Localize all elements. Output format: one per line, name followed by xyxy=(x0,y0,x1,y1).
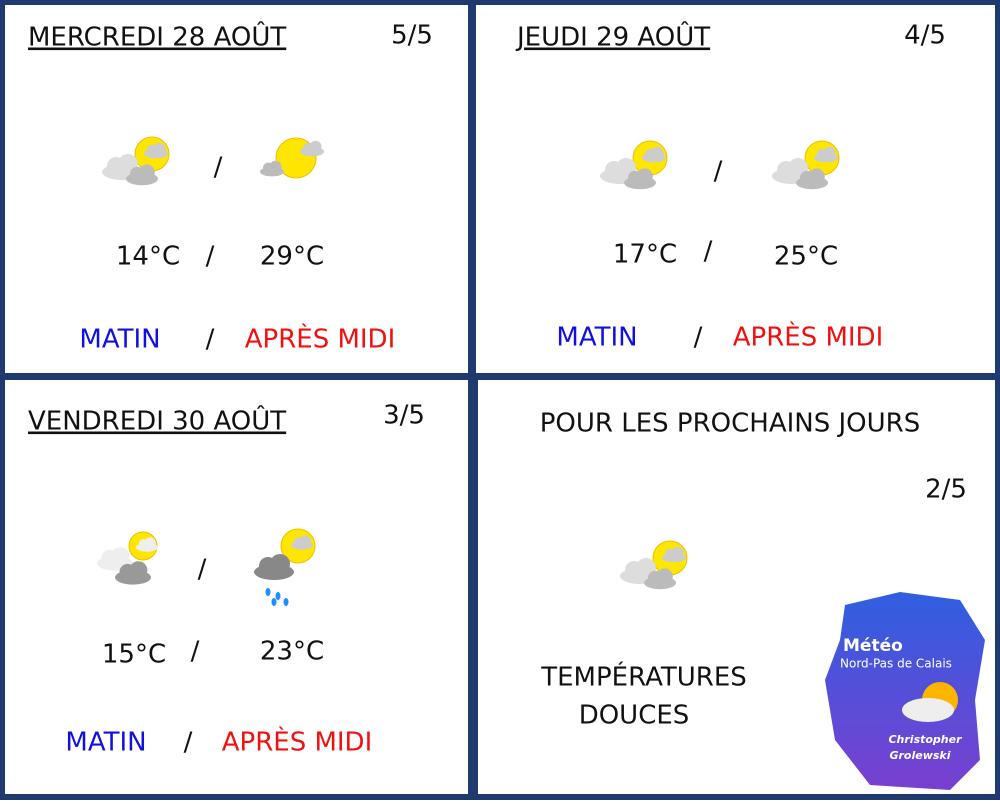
logo-cloud xyxy=(902,698,954,722)
panel xyxy=(476,5,995,373)
morning-label: MATIN xyxy=(556,323,637,353)
separator: / xyxy=(694,323,703,353)
logo-region: Nord-Pas de Calais xyxy=(840,657,952,671)
afternoon-temp: 23°C xyxy=(260,637,324,667)
outlook-title: POUR LES PROCHAINS JOURS xyxy=(540,409,921,439)
separator: / xyxy=(191,637,200,667)
cloud xyxy=(269,160,282,173)
logo-map xyxy=(825,592,985,790)
cloud xyxy=(651,146,664,159)
cloud xyxy=(299,535,311,547)
logo-author: Grolewski xyxy=(889,749,950,762)
morning-temp: 14°C xyxy=(116,242,180,272)
morning-temp: 17°C xyxy=(613,240,677,270)
separator: / xyxy=(198,555,207,585)
separator: / xyxy=(206,242,215,272)
separator: / xyxy=(704,237,713,267)
afternoon-temp: 25°C xyxy=(774,242,838,272)
morning-temp: 15°C xyxy=(102,640,166,670)
rating: 4/5 xyxy=(904,21,946,51)
cloud xyxy=(138,164,155,181)
afternoon-temp: 29°C xyxy=(260,242,324,272)
cloud xyxy=(153,142,166,155)
cloud xyxy=(270,554,290,574)
raindrop xyxy=(275,592,281,600)
raindrop xyxy=(265,588,271,596)
rating: 3/5 xyxy=(383,401,425,431)
separator: / xyxy=(214,153,223,183)
morning-label: MATIN xyxy=(79,325,160,355)
day-title: JEUDI 29 AOÛT xyxy=(515,21,710,53)
cloud xyxy=(636,168,653,185)
separator: / xyxy=(206,325,215,355)
separator: / xyxy=(184,728,193,758)
rating: 5/5 xyxy=(391,21,433,51)
day-title: VENDREDI 30 AOÛT xyxy=(28,405,286,437)
cloud xyxy=(309,140,322,153)
day-title: MERCREDI 28 AOÛT xyxy=(28,21,286,53)
cloud xyxy=(129,561,148,580)
cloud xyxy=(111,547,130,566)
rating: 2/5 xyxy=(925,475,967,505)
afternoon-label: APRÈS MIDI xyxy=(222,726,373,758)
separator: / xyxy=(714,157,723,187)
cloud xyxy=(823,146,836,159)
afternoon-label: APRÈS MIDI xyxy=(733,321,884,353)
outlook-text: DOUCES xyxy=(579,701,690,731)
raindrop xyxy=(271,598,277,606)
afternoon-label: APRÈS MIDI xyxy=(245,323,396,355)
morning-label: MATIN xyxy=(65,728,146,758)
panel xyxy=(5,5,468,373)
cloud xyxy=(144,537,156,549)
cloud xyxy=(808,168,825,185)
panel xyxy=(5,380,468,794)
raindrop xyxy=(283,598,289,606)
logo-author: Christopher xyxy=(888,733,962,746)
logo-title: Météo xyxy=(843,636,903,656)
cloud xyxy=(671,546,684,559)
cloud xyxy=(656,568,673,585)
outlook-text: TEMPÉRATURES xyxy=(540,661,747,693)
